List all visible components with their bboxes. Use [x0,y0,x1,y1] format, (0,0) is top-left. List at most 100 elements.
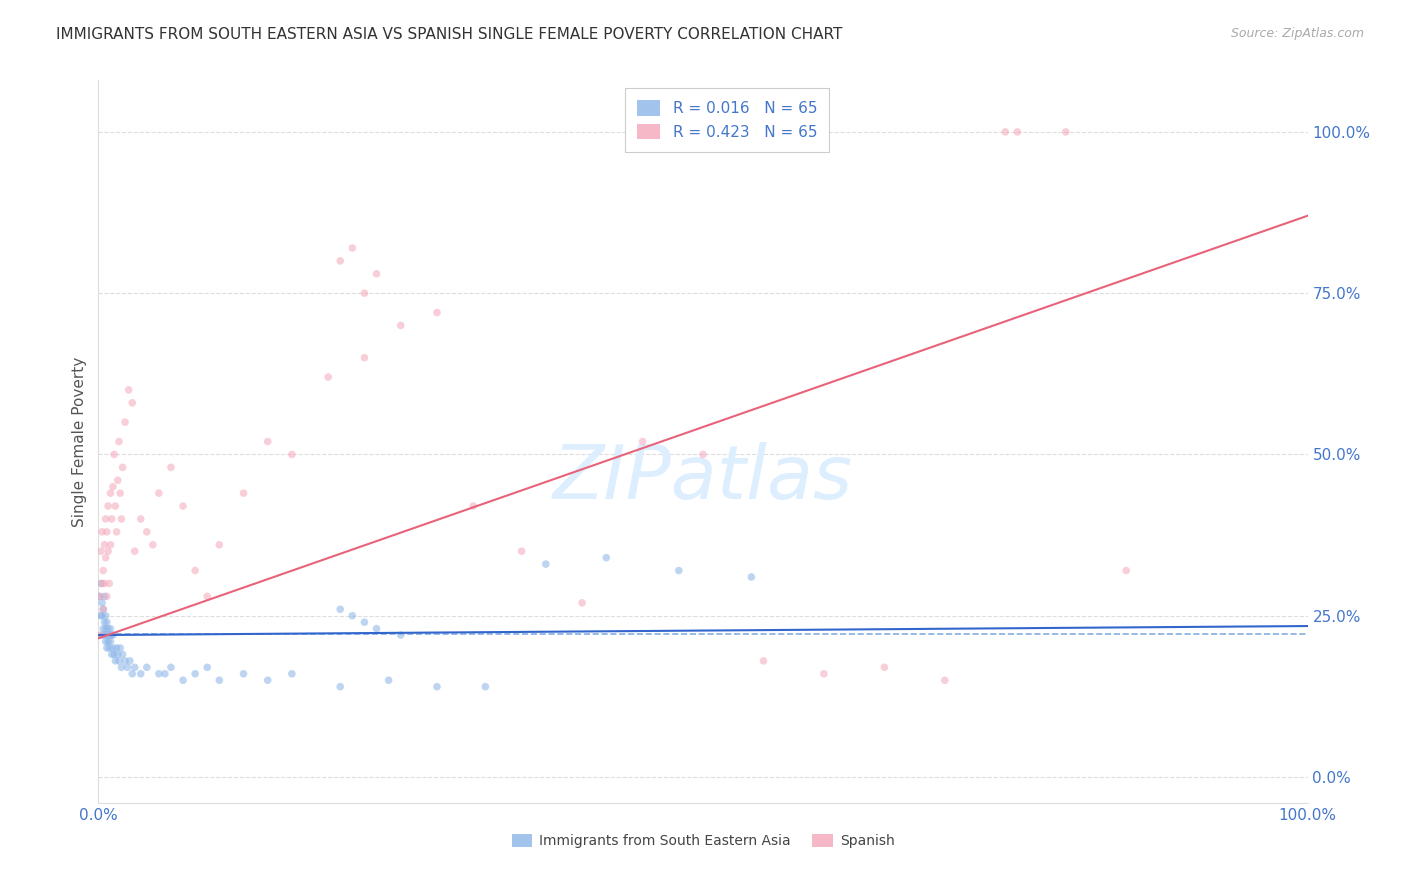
Point [595,550,617,565]
Point [100,622,122,636]
Point [101,480,124,494]
Point [91,602,114,616]
Point [873,660,896,674]
Point [91,576,114,591]
Point [184,666,207,681]
Point [91,628,114,642]
Point [111,460,134,475]
Point [108,434,131,449]
Point [342,608,364,623]
Point [377,673,399,688]
Point [93,615,115,630]
Point [160,660,183,674]
Point [91,524,114,539]
Point [353,351,375,365]
Point [256,673,278,688]
Point [342,241,364,255]
Point [389,318,412,333]
Point [172,673,194,688]
Point [91,602,114,616]
Point [93,590,115,604]
Point [232,666,254,681]
Point [93,576,115,591]
Point [90,608,112,623]
Point [103,447,125,461]
Point [135,524,157,539]
Point [110,512,132,526]
Point [353,286,375,301]
Point [934,673,956,688]
Point [426,680,449,694]
Point [142,538,165,552]
Point [329,602,352,616]
Point [172,499,194,513]
Point [426,305,449,319]
Point [135,660,157,674]
Point [692,447,714,461]
Point [316,370,339,384]
Point [668,564,690,578]
Point [534,557,557,571]
Text: IMMIGRANTS FROM SOUTH EASTERN ASIA VS SPANISH SINGLE FEMALE POVERTY CORRELATION : IMMIGRANTS FROM SOUTH EASTERN ASIA VS SP… [56,27,842,42]
Point [571,596,593,610]
Point [91,564,114,578]
Point [97,499,120,513]
Point [184,564,207,578]
Point [117,660,139,674]
Point [121,666,143,681]
Point [96,628,118,642]
Point [208,673,231,688]
Point [104,499,127,513]
Point [96,615,118,630]
Point [281,447,304,461]
Point [121,396,143,410]
Point [129,666,152,681]
Point [100,634,122,648]
Point [124,544,146,558]
Point [94,622,117,636]
Point [103,648,125,662]
Point [101,628,124,642]
Point [752,654,775,668]
Point [97,544,120,558]
Point [994,125,1017,139]
Y-axis label: Single Female Poverty: Single Female Poverty [72,357,87,526]
Point [105,640,128,655]
Point [353,615,375,630]
Point [114,654,136,668]
Point [91,608,114,623]
Point [510,544,533,558]
Point [160,460,183,475]
Point [389,628,412,642]
Point [366,622,388,636]
Point [366,267,388,281]
Point [96,524,118,539]
Point [98,640,121,655]
Point [100,512,122,526]
Point [98,628,121,642]
Point [256,434,278,449]
Point [100,538,122,552]
Point [110,660,132,674]
Point [129,512,152,526]
Point [281,666,304,681]
Point [118,654,141,668]
Point [97,622,120,636]
Point [94,634,117,648]
Point [195,590,218,604]
Legend: Immigrants from South Eastern Asia, Spanish: Immigrants from South Eastern Asia, Span… [506,829,900,854]
Text: Source: ZipAtlas.com: Source: ZipAtlas.com [1230,27,1364,40]
Point [813,666,835,681]
Point [90,544,112,558]
Point [96,640,118,655]
Point [631,434,654,449]
Point [111,648,134,662]
Point [153,666,176,681]
Point [98,576,121,591]
Point [195,660,218,674]
Point [107,473,129,487]
Point [329,680,352,694]
Point [740,570,762,584]
Point [89,590,111,604]
Point [1115,564,1137,578]
